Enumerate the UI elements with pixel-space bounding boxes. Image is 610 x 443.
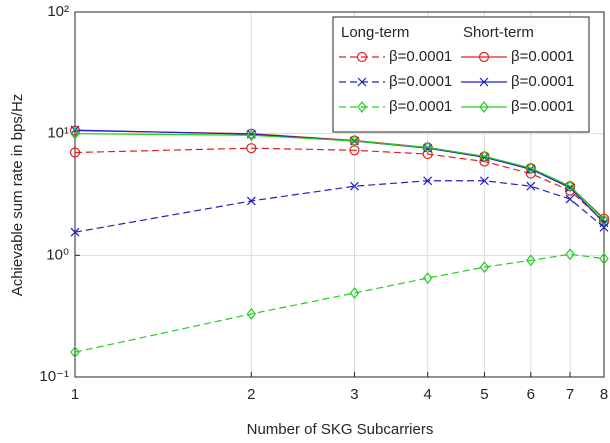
y-tick-label: 10¹	[47, 125, 69, 142]
legend-marker	[478, 51, 490, 63]
marker	[599, 218, 609, 228]
x-tick-label: 6	[527, 386, 535, 403]
series-line	[74, 129, 605, 220]
marker	[246, 307, 257, 320]
series-line	[74, 133, 605, 221]
marker	[422, 272, 433, 285]
x-tick-label: 1	[71, 386, 79, 403]
marker	[565, 180, 575, 193]
marker	[349, 135, 360, 147]
marker	[422, 141, 433, 154]
marker	[422, 148, 433, 160]
marker	[70, 346, 80, 359]
marker	[70, 227, 80, 237]
marker	[565, 194, 575, 204]
y-tick-label: 10²	[47, 3, 69, 20]
marker	[565, 248, 575, 261]
marker	[350, 181, 359, 191]
x-tick-label: 5	[480, 386, 488, 403]
series-line	[74, 129, 605, 224]
y-tick-label: 10⁻¹	[39, 368, 69, 385]
legend-label: β=0.0001	[511, 48, 574, 65]
legend-marker	[357, 77, 367, 87]
marker	[349, 287, 360, 299]
marker	[479, 261, 490, 274]
legend-label: β=0.0001	[389, 98, 452, 115]
legend-header: Long-term	[341, 24, 409, 41]
marker	[599, 214, 609, 227]
marker	[423, 176, 433, 186]
x-tick-label: 4	[423, 386, 431, 403]
marker	[526, 181, 536, 191]
legend-box	[332, 16, 590, 133]
x-tick-label: 3	[350, 386, 358, 403]
legend-marker	[479, 77, 489, 87]
y-tick-label: 10⁰	[46, 246, 69, 263]
legend-header: Short-term	[463, 24, 534, 41]
marker	[480, 176, 489, 186]
marker	[246, 196, 256, 206]
series-line	[74, 147, 605, 222]
marker	[70, 127, 80, 140]
x-tick-label: 8	[600, 386, 608, 403]
marker	[69, 147, 81, 158]
legend-label: β=0.0001	[389, 73, 452, 90]
legend-label: β=0.0001	[511, 73, 574, 90]
legend-marker	[479, 101, 489, 113]
marker	[599, 252, 609, 265]
marker	[599, 222, 609, 232]
marker	[246, 129, 257, 142]
x-axis-label: Number of SKG Subcarriers	[247, 421, 434, 438]
series-line	[74, 253, 605, 353]
marker	[479, 150, 490, 163]
marker	[526, 254, 536, 267]
legend-label: β=0.0001	[389, 48, 452, 65]
legend-label: β=0.0001	[511, 98, 574, 115]
x-tick-label: 2	[247, 386, 255, 403]
legend-marker	[356, 51, 368, 63]
x-tick-label: 7	[566, 386, 574, 403]
legend-marker	[357, 101, 367, 113]
series-line	[74, 180, 605, 233]
plot-frame	[74, 11, 605, 378]
marker	[526, 162, 536, 175]
y-axis-label: Achievable sum rate in bps/Hz	[9, 94, 26, 297]
marker	[246, 143, 257, 154]
